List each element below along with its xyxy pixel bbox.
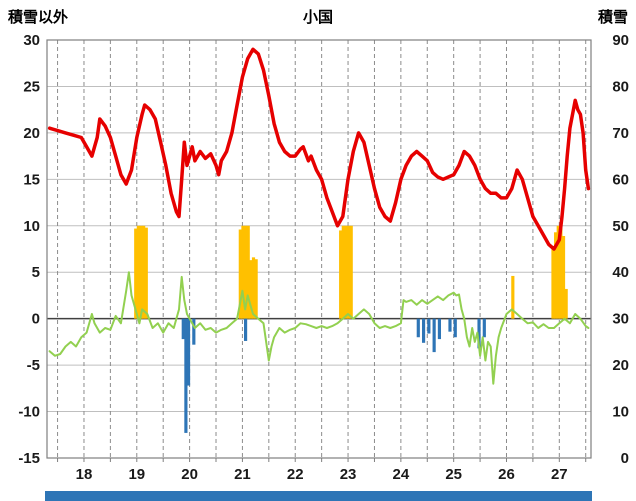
orange-bar <box>344 225 348 319</box>
left-tick-label: 5 <box>32 264 40 281</box>
blue-bar <box>432 318 436 353</box>
orange-bar <box>241 225 245 319</box>
right-tick-label: 80 <box>612 78 629 95</box>
blue-bar <box>181 318 185 340</box>
x-tick-label: 19 <box>128 466 145 483</box>
orange-bar <box>139 225 143 319</box>
left-tick-label: -15 <box>18 450 40 467</box>
right-tick-label: 40 <box>612 264 629 281</box>
x-tick-label: 25 <box>445 466 462 483</box>
orange-bar <box>244 225 248 319</box>
orange-bar <box>561 235 566 319</box>
left-tick-label: -5 <box>27 357 40 374</box>
blue-bar <box>427 318 431 334</box>
left-tick-label: 20 <box>23 125 40 142</box>
x-tick-label: 24 <box>393 466 410 483</box>
right-tick-label: 30 <box>612 311 629 328</box>
x-tick-label: 26 <box>498 466 515 483</box>
orange-bar <box>551 246 555 319</box>
left-tick-label: 25 <box>23 78 40 95</box>
right-tick-label: 10 <box>612 404 629 421</box>
blue-bar <box>416 318 420 338</box>
right-tick-label: 70 <box>612 125 629 142</box>
orange-bar <box>246 225 250 319</box>
blue-bar <box>448 318 452 332</box>
plot-area <box>47 40 591 458</box>
blue-bar <box>192 318 196 345</box>
left-tick-label: 10 <box>23 218 40 235</box>
orange-bar <box>511 275 515 319</box>
orange-bar <box>144 227 148 319</box>
right-tick-label: 90 <box>612 32 629 49</box>
orange-bar <box>346 225 351 319</box>
orange-bar <box>554 232 558 319</box>
x-tick-label: 23 <box>340 466 357 483</box>
x-tick-label: 20 <box>181 466 198 483</box>
orange-bar <box>249 260 253 319</box>
orange-bar <box>341 225 345 319</box>
bottom-bar <box>45 491 592 501</box>
orange-bar <box>251 257 256 319</box>
left-tick-label: 30 <box>23 32 40 49</box>
x-tick-label: 18 <box>76 466 93 483</box>
right-tick-label: 0 <box>621 450 629 467</box>
orange-bar <box>349 225 353 319</box>
blue-bar <box>482 318 486 338</box>
red-line <box>47 47 591 251</box>
blue-bar <box>421 318 426 343</box>
left-axis-title: 積雪以外 <box>8 9 69 26</box>
plot-border <box>46 39 592 459</box>
orange-bar <box>238 229 242 319</box>
right-tick-label: 50 <box>612 218 629 235</box>
blue-bar <box>184 318 188 433</box>
chart-header: 小国 積雪以外 積雪 <box>0 6 636 27</box>
green-line <box>48 271 590 385</box>
blue-bar <box>244 318 248 341</box>
orange-bar <box>254 259 258 319</box>
right-tick-label: 60 <box>612 171 629 188</box>
orange-bar <box>136 225 140 319</box>
left-tick-label: 0 <box>32 311 40 328</box>
orange-bar <box>134 228 138 319</box>
chart-title: 小国 <box>302 9 333 26</box>
orange-bar <box>564 288 568 319</box>
x-tick-label: 27 <box>551 466 568 483</box>
left-tick-label: 15 <box>23 171 40 188</box>
blue-bar <box>453 318 457 338</box>
blue-bar <box>437 318 442 340</box>
right-tick-label: 20 <box>612 357 629 374</box>
left-tick-label: -10 <box>18 404 40 421</box>
orange-bar <box>142 225 146 319</box>
blue-bar <box>477 318 481 349</box>
orange-bar <box>339 230 343 319</box>
blue-bar <box>186 318 191 386</box>
orange-bar <box>559 226 563 319</box>
right-axis-title: 積雪 <box>597 9 628 26</box>
orange-bar <box>556 225 560 319</box>
x-tick-label: 22 <box>287 466 304 483</box>
x-tick-label: 21 <box>234 466 251 483</box>
